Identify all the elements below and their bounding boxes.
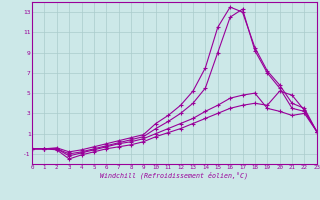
X-axis label: Windchill (Refroidissement éolien,°C): Windchill (Refroidissement éolien,°C)	[100, 172, 248, 179]
